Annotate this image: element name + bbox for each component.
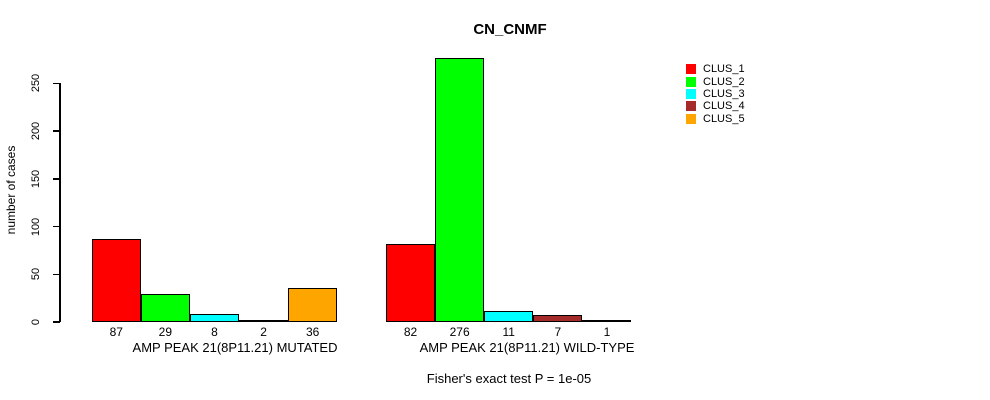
bar — [435, 58, 485, 322]
bar — [91, 238, 141, 322]
y-axis-tick — [52, 321, 60, 323]
legend-label: CLUS_1 — [703, 63, 745, 76]
group-label: AMP PEAK 21(8P11.21) MUTATED — [132, 340, 338, 355]
bar — [533, 315, 583, 322]
y-axis-tick — [52, 130, 60, 132]
legend-item: CLUS_5 — [686, 113, 745, 125]
bar — [189, 314, 239, 322]
bar-value-label: 7 — [554, 325, 562, 339]
bar — [239, 320, 289, 322]
y-axis-tick-label: 100 — [30, 217, 42, 236]
legend-item: CLUS_4 — [686, 100, 745, 112]
bar-value-label: 29 — [158, 325, 173, 339]
y-axis-tick-label: 200 — [30, 121, 42, 141]
legend-swatch — [686, 64, 696, 75]
y-axis-tick-label: 50 — [30, 268, 42, 281]
legend-swatch — [686, 76, 696, 87]
bar — [582, 320, 632, 322]
y-axis-tick-label: 250 — [30, 74, 42, 93]
bar-value-label: 276 — [449, 325, 470, 339]
bar-value-label: 36 — [305, 325, 320, 339]
legend-swatch — [686, 113, 696, 124]
bar — [288, 287, 338, 322]
fisher-annotation: Fisher's exact test P = 1e-05 — [426, 371, 592, 386]
y-axis-line — [59, 83, 61, 322]
bar — [386, 243, 436, 322]
bar-value-label: 82 — [403, 325, 418, 339]
bar-value-label: 2 — [260, 325, 267, 339]
bar-value-label: 1 — [603, 325, 611, 339]
y-axis-tick — [52, 82, 60, 85]
y-axis-tick — [52, 178, 60, 180]
legend-item: CLUS_3 — [686, 88, 745, 100]
legend-label: CLUS_3 — [703, 87, 745, 100]
legend-item: CLUS_1 — [686, 63, 745, 75]
y-axis-tick — [52, 273, 60, 275]
y-axis-tick-label: 0 — [30, 318, 42, 326]
y-axis-tick-label: 150 — [30, 169, 42, 188]
bar — [484, 311, 534, 322]
legend-label: CLUS_5 — [703, 112, 745, 125]
legend-swatch — [686, 101, 696, 112]
y-axis-tick — [52, 225, 60, 228]
group-label: AMP PEAK 21(8P11.21) WILD-TYPE — [419, 340, 635, 355]
bar — [140, 294, 190, 322]
chart-title: CN_CNMF — [473, 21, 547, 38]
legend-item: CLUS_2 — [686, 75, 745, 88]
bar-value-label: 11 — [502, 325, 515, 339]
y-axis-title: number of cases — [4, 145, 18, 235]
bar-value-label: 87 — [109, 325, 123, 339]
legend-label: CLUS_4 — [703, 100, 745, 113]
legend-label: CLUS_2 — [703, 75, 745, 88]
bar-value-label: 8 — [211, 325, 218, 339]
legend-swatch — [686, 88, 696, 99]
legend: CLUS_1 CLUS_2 CLUS_3 CLUS_4 CLUS_5 — [686, 63, 745, 125]
